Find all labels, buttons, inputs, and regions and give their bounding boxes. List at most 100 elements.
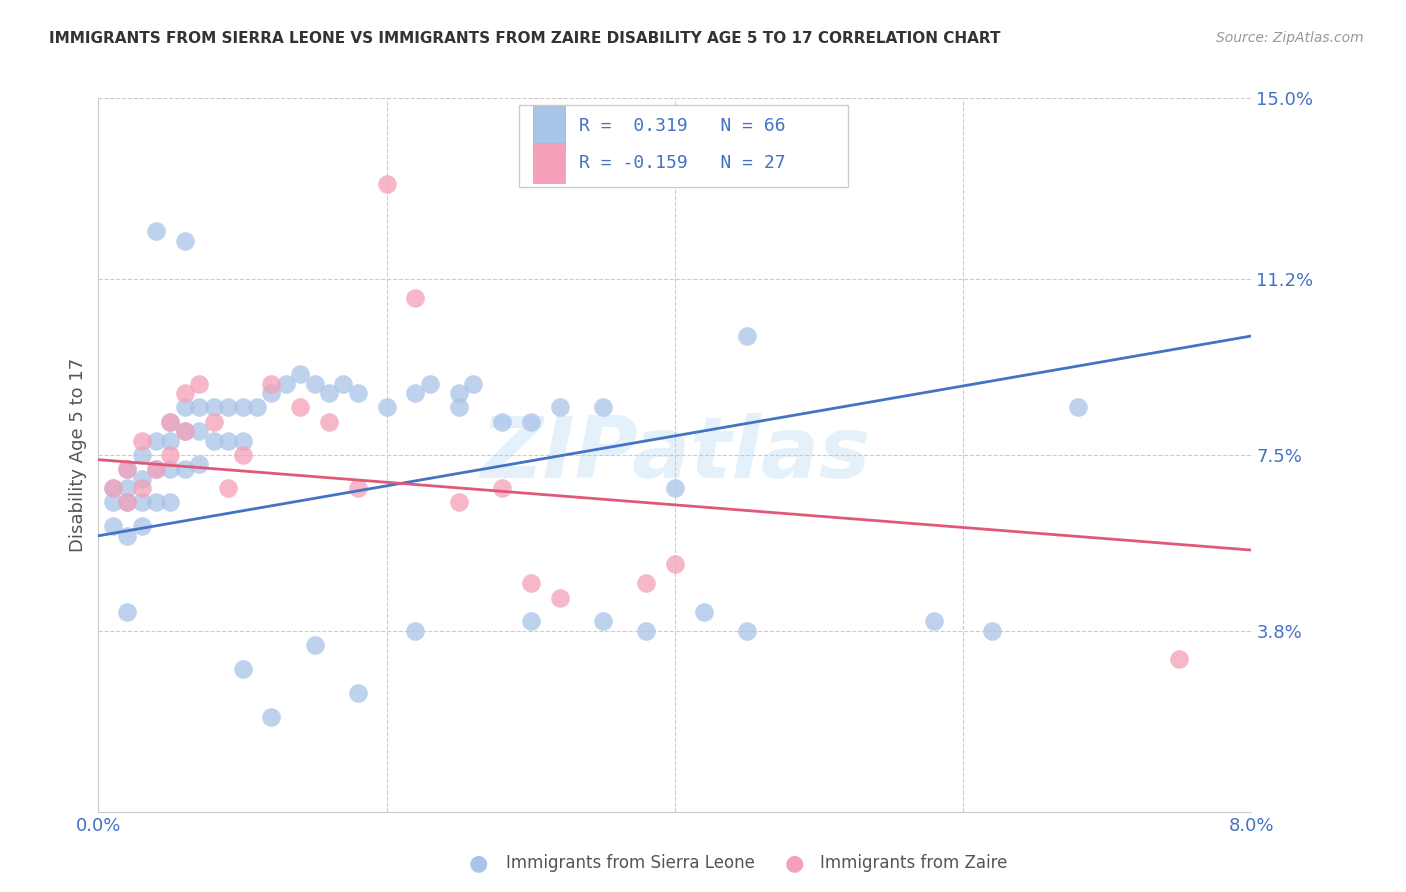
- Bar: [533, 144, 565, 183]
- Point: [231, 434, 254, 448]
- Point: [101, 481, 124, 495]
- Point: [290, 367, 312, 381]
- Point: [174, 386, 197, 401]
- Point: [174, 424, 197, 438]
- Point: [548, 591, 571, 605]
- Point: [174, 424, 197, 438]
- Point: [346, 481, 368, 495]
- Point: [131, 481, 153, 495]
- Text: Immigrants from Zaire: Immigrants from Zaire: [820, 855, 1007, 872]
- Point: [260, 376, 283, 391]
- Point: [217, 481, 239, 495]
- Y-axis label: Disability Age 5 to 17: Disability Age 5 to 17: [69, 358, 87, 552]
- Point: [159, 415, 181, 429]
- Point: [159, 495, 181, 509]
- Text: R = -0.159   N = 27: R = -0.159 N = 27: [579, 154, 786, 172]
- Point: [419, 376, 441, 391]
- Point: [735, 329, 758, 343]
- Point: [447, 401, 470, 415]
- Point: [131, 448, 153, 462]
- Point: [131, 472, 153, 486]
- Point: [174, 462, 197, 476]
- Point: [693, 605, 716, 619]
- Point: [231, 401, 254, 415]
- Point: [447, 495, 470, 509]
- Point: [131, 434, 153, 448]
- Point: [375, 177, 398, 191]
- Point: [217, 401, 239, 415]
- Text: R =  0.319   N = 66: R = 0.319 N = 66: [579, 118, 786, 136]
- Point: [260, 386, 283, 401]
- Point: [735, 624, 758, 638]
- Point: [231, 662, 254, 676]
- Point: [290, 401, 312, 415]
- Text: Immigrants from Sierra Leone: Immigrants from Sierra Leone: [506, 855, 755, 872]
- Text: ●: ●: [785, 854, 804, 873]
- Point: [159, 462, 181, 476]
- Point: [101, 519, 124, 533]
- Point: [346, 686, 368, 700]
- Point: [117, 481, 138, 495]
- Bar: [533, 106, 565, 145]
- Point: [202, 401, 225, 415]
- Point: [592, 615, 614, 629]
- Point: [117, 605, 138, 619]
- Point: [101, 481, 124, 495]
- Point: [145, 495, 167, 509]
- Point: [145, 434, 167, 448]
- Point: [117, 462, 138, 476]
- Point: [131, 495, 153, 509]
- Point: [491, 481, 513, 495]
- Point: [405, 386, 427, 401]
- Point: [519, 615, 541, 629]
- Point: [231, 448, 254, 462]
- Point: [174, 401, 197, 415]
- Point: [519, 415, 541, 429]
- Point: [664, 481, 686, 495]
- Point: [318, 415, 340, 429]
- Point: [924, 615, 946, 629]
- Point: [131, 519, 153, 533]
- Point: [332, 376, 354, 391]
- Point: [188, 401, 211, 415]
- Point: [159, 434, 181, 448]
- Point: [117, 495, 138, 509]
- Point: [101, 495, 124, 509]
- Text: ●: ●: [468, 854, 488, 873]
- Point: [145, 462, 167, 476]
- Point: [274, 376, 297, 391]
- Point: [188, 376, 211, 391]
- Point: [217, 434, 239, 448]
- Point: [202, 415, 225, 429]
- Point: [174, 234, 197, 248]
- FancyBboxPatch shape: [519, 105, 848, 187]
- Point: [636, 576, 658, 591]
- Point: [304, 376, 326, 391]
- Point: [188, 424, 211, 438]
- Point: [981, 624, 1004, 638]
- Point: [145, 224, 167, 238]
- Point: [117, 495, 138, 509]
- Point: [548, 401, 571, 415]
- Point: [145, 462, 167, 476]
- Point: [461, 376, 484, 391]
- Text: ZIPatlas: ZIPatlas: [479, 413, 870, 497]
- Point: [636, 624, 658, 638]
- Point: [664, 558, 686, 572]
- Point: [304, 638, 326, 652]
- Point: [405, 291, 427, 305]
- Point: [318, 386, 340, 401]
- Point: [260, 709, 283, 723]
- Point: [246, 401, 269, 415]
- Text: IMMIGRANTS FROM SIERRA LEONE VS IMMIGRANTS FROM ZAIRE DISABILITY AGE 5 TO 17 COR: IMMIGRANTS FROM SIERRA LEONE VS IMMIGRAN…: [49, 31, 1001, 46]
- Point: [375, 401, 398, 415]
- Point: [188, 458, 211, 472]
- Point: [447, 386, 470, 401]
- Point: [405, 624, 427, 638]
- Point: [491, 415, 513, 429]
- Point: [1168, 652, 1191, 666]
- Point: [592, 401, 614, 415]
- Point: [346, 386, 368, 401]
- Point: [117, 462, 138, 476]
- Point: [1067, 401, 1090, 415]
